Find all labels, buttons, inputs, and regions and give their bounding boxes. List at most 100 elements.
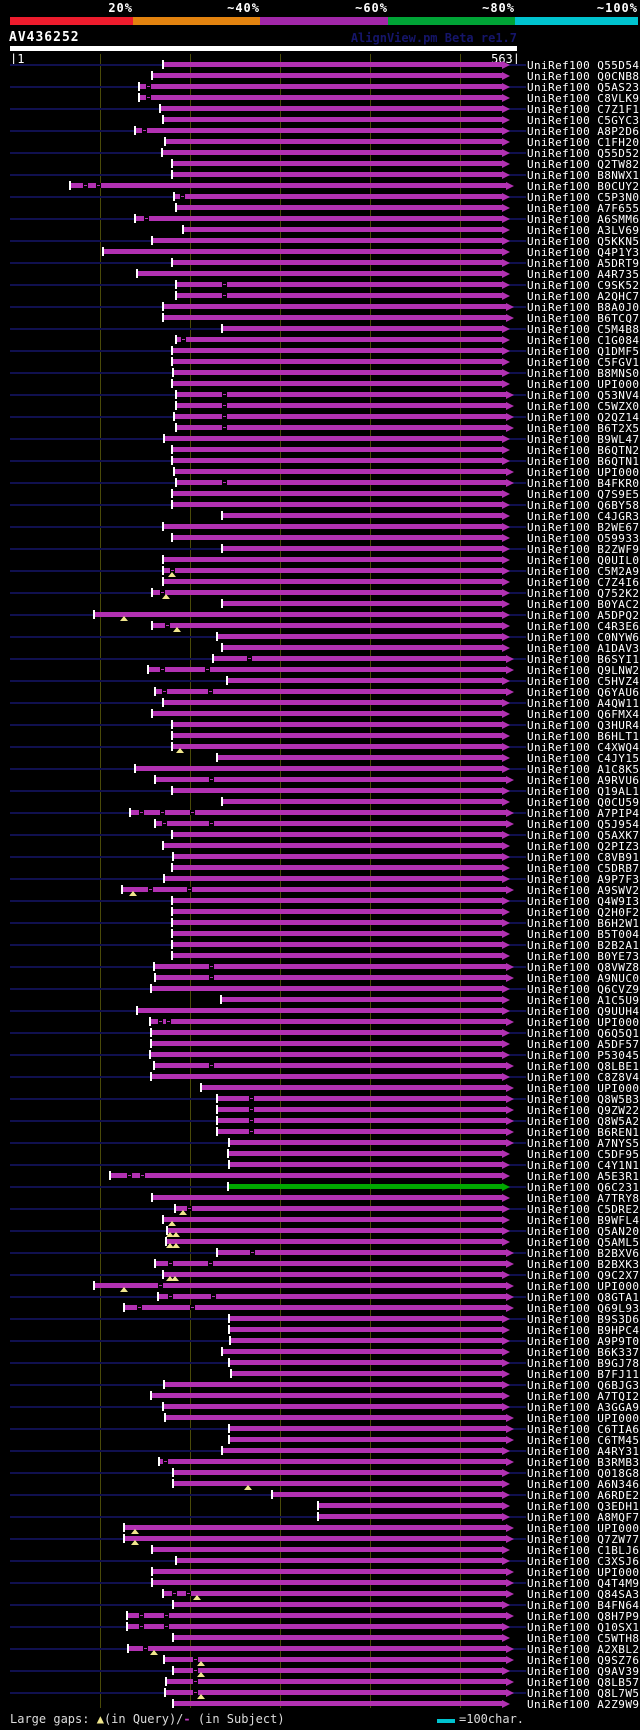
alignment-bar[interactable] xyxy=(152,238,502,243)
row-label[interactable]: UniRef100_B6H2W1 xyxy=(527,917,640,928)
row-label[interactable]: UniRef100_Q8LBE1 xyxy=(527,1060,640,1071)
row-label[interactable]: UniRef100_Q3EDH1 xyxy=(527,1500,640,1511)
row-label[interactable]: UniRef100_C5FGV1 xyxy=(527,356,640,367)
alignment-bar[interactable] xyxy=(222,799,502,804)
alignment-bar[interactable] xyxy=(222,513,502,518)
row-label[interactable]: UniRef100_Q53NV4 xyxy=(527,389,640,400)
row-label[interactable]: UniRef100_Q5AXK7 xyxy=(527,829,640,840)
alignment-bar[interactable] xyxy=(165,1690,506,1695)
row-label[interactable]: UniRef100_Q018G8 xyxy=(527,1467,640,1478)
row-label[interactable]: UniRef100_A1DAV3 xyxy=(527,642,640,653)
row-label[interactable]: UniRef100_A2Z9W9 xyxy=(527,1698,640,1709)
alignment-bar[interactable] xyxy=(163,1272,502,1277)
alignment-bar[interactable] xyxy=(163,568,502,573)
alignment-bar[interactable] xyxy=(222,1349,502,1354)
row-label[interactable]: UniRef100_C5WTH8 xyxy=(527,1632,640,1643)
alignment-bar[interactable] xyxy=(217,1107,506,1112)
alignment-bar[interactable] xyxy=(176,293,502,298)
alignment-bar[interactable] xyxy=(172,942,502,947)
row-label[interactable]: UniRef100_A9NUC0 xyxy=(527,972,640,983)
alignment-bar[interactable] xyxy=(172,909,502,914)
alignment-bar[interactable] xyxy=(173,1470,502,1475)
alignment-bar[interactable] xyxy=(94,612,502,617)
row-label[interactable]: UniRef100_A6SMM6 xyxy=(527,213,640,224)
row-label[interactable]: UniRef100_Q8GTA1 xyxy=(527,1291,640,1302)
row-label[interactable]: UniRef100_Q8VWZ8 xyxy=(527,961,640,972)
alignment-bar[interactable] xyxy=(176,205,502,210)
alignment-bar[interactable] xyxy=(152,590,502,595)
row-label[interactable]: UniRef100_Q7S9E5 xyxy=(527,488,640,499)
alignment-bar[interactable] xyxy=(228,1151,502,1156)
row-label[interactable]: UniRef100_Q2QZ14 xyxy=(527,411,640,422)
row-label[interactable]: UniRef100_C5DRB7 xyxy=(527,862,640,873)
alignment-bar[interactable] xyxy=(173,1701,502,1706)
alignment-bar[interactable] xyxy=(151,1041,502,1046)
alignment-bar[interactable] xyxy=(163,117,502,122)
row-label[interactable]: UniRef100_A4R735 xyxy=(527,268,640,279)
alignment-bar[interactable] xyxy=(217,1250,506,1255)
row-label[interactable]: UniRef100_A5DF57 xyxy=(527,1038,640,1049)
row-label[interactable]: UniRef100_UPI000.. xyxy=(527,1412,640,1423)
alignment-bar[interactable] xyxy=(160,106,502,111)
alignment-bar[interactable] xyxy=(164,1382,502,1387)
alignment-bar[interactable] xyxy=(152,1580,506,1585)
alignment-bar[interactable] xyxy=(176,480,506,485)
alignment-bar[interactable] xyxy=(176,403,506,408)
alignment-bar[interactable] xyxy=(94,1283,506,1288)
row-label[interactable]: UniRef100_C4R3E6 xyxy=(527,620,640,631)
alignment-bar[interactable] xyxy=(173,1635,502,1640)
alignment-bar[interactable] xyxy=(174,414,506,419)
row-label[interactable]: UniRef100_C4XWQ4 xyxy=(527,741,640,752)
row-label[interactable]: UniRef100_B6QTN1 xyxy=(527,455,640,466)
row-label[interactable]: UniRef100_A7PIP4 xyxy=(527,807,640,818)
row-label[interactable]: UniRef100_Q8L7W5 xyxy=(527,1687,640,1698)
row-label[interactable]: UniRef100_B9WFL4 xyxy=(527,1214,640,1225)
row-label[interactable]: UniRef100_Q8H7P9 xyxy=(527,1610,640,1621)
alignment-bar[interactable] xyxy=(158,1294,506,1299)
alignment-bar[interactable] xyxy=(150,1052,502,1057)
alignment-bar[interactable] xyxy=(229,1327,502,1332)
row-label[interactable]: UniRef100_C4JGR3 xyxy=(527,510,640,521)
row-label[interactable]: UniRef100_Q6BJG3 xyxy=(527,1379,640,1390)
row-label[interactable]: UniRef100_A7NYS5 xyxy=(527,1137,640,1148)
alignment-bar[interactable] xyxy=(318,1514,502,1519)
alignment-bar[interactable] xyxy=(152,1569,506,1574)
alignment-bar[interactable] xyxy=(231,1371,502,1376)
row-label[interactable]: UniRef100_Q7ZW77 xyxy=(527,1533,640,1544)
alignment-bar[interactable] xyxy=(228,1184,502,1189)
row-label[interactable]: UniRef100_Q5AN20 xyxy=(527,1225,640,1236)
row-label[interactable]: UniRef100_Q6Q5Q1 xyxy=(527,1027,640,1038)
alignment-bar[interactable] xyxy=(272,1492,502,1497)
alignment-bar[interactable] xyxy=(163,557,502,562)
row-label[interactable]: UniRef100_A1C8K5 xyxy=(527,763,640,774)
row-label[interactable]: UniRef100_Q9ZW22 xyxy=(527,1104,640,1115)
row-label[interactable]: UniRef100_A2QHC7 xyxy=(527,290,640,301)
row-label[interactable]: UniRef100_B2BXK3 xyxy=(527,1258,640,1269)
row-label[interactable]: UniRef100_Q0CNB8 xyxy=(527,70,640,81)
row-label[interactable]: UniRef100_B6K337 xyxy=(527,1346,640,1357)
alignment-bar[interactable] xyxy=(155,689,506,694)
alignment-bar[interactable] xyxy=(164,436,502,441)
alignment-bar[interactable] xyxy=(172,348,502,353)
alignment-bar[interactable] xyxy=(155,777,506,782)
row-label[interactable]: UniRef100_A5DRT9 xyxy=(527,257,640,268)
row-label[interactable]: UniRef100_A5DPQ2 xyxy=(527,609,640,620)
alignment-bar[interactable] xyxy=(163,524,502,529)
alignment-bar[interactable] xyxy=(172,260,502,265)
row-label[interactable]: UniRef100_A8MQF7 xyxy=(527,1511,640,1522)
alignment-bar[interactable] xyxy=(154,1063,506,1068)
alignment-bar[interactable] xyxy=(163,304,506,309)
alignment-bar[interactable] xyxy=(183,227,502,232)
row-label[interactable]: UniRef100_C5DF95 xyxy=(527,1148,640,1159)
row-label[interactable]: UniRef100_O59933 xyxy=(527,532,640,543)
row-label[interactable]: UniRef100_Q55D52 xyxy=(527,147,640,158)
alignment-bar[interactable] xyxy=(150,1019,506,1024)
row-label[interactable]: UniRef100_A9RVU6 xyxy=(527,774,640,785)
row-label[interactable]: UniRef100_C5GYC3 xyxy=(527,114,640,125)
alignment-bar[interactable] xyxy=(172,722,502,727)
row-label[interactable]: UniRef100_B3RMB3 xyxy=(527,1456,640,1467)
row-label[interactable]: UniRef100_B6SYI1 xyxy=(527,653,640,664)
alignment-bar[interactable] xyxy=(176,425,506,430)
row-label[interactable]: UniRef100_UPI000.. xyxy=(527,1016,640,1027)
row-label[interactable]: UniRef100_C6TM45 xyxy=(527,1434,640,1445)
